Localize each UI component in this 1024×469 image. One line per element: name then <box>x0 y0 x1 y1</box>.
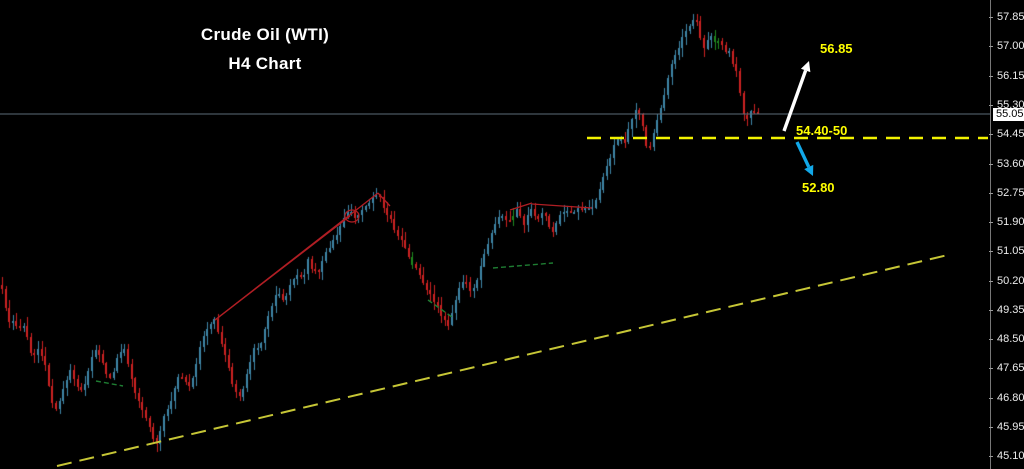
axis-tick-mark <box>989 456 993 457</box>
axis-tick-mark <box>989 134 993 135</box>
axis-tick-mark <box>989 164 993 165</box>
axis-tick-mark <box>989 310 993 311</box>
chart-title-symbol: Crude Oil (WTI) <box>200 25 330 44</box>
axis-tick-mark <box>989 251 993 252</box>
axis-tick-mark <box>989 281 993 282</box>
axis-tick-mark <box>989 76 993 77</box>
axis-tick-label: 53.60 <box>997 158 1024 170</box>
axis-tick-mark <box>989 105 993 106</box>
axis-tick-label: 54.45 <box>997 128 1024 140</box>
axis-tick-label: 52.75 <box>997 187 1024 199</box>
axis-tick-label: 46.80 <box>997 392 1024 404</box>
axis-tick-label: 57.85 <box>997 11 1024 23</box>
current-price-badge: 55.05 <box>993 108 1024 121</box>
axis-tick-mark <box>989 398 993 399</box>
axis-tick-mark <box>989 193 993 194</box>
axis-tick-mark <box>989 339 993 340</box>
price-axis-line <box>990 0 991 469</box>
chart-title: Crude Oil (WTI) H4 Chart <box>140 20 390 78</box>
axis-tick-label: 47.65 <box>997 362 1024 374</box>
axis-tick-label: 49.35 <box>997 304 1024 316</box>
axis-tick-label: 45.10 <box>997 450 1024 462</box>
axis-tick-label: 57.00 <box>997 40 1024 52</box>
resistance-zone-label: 54.40-50 <box>796 123 848 138</box>
axis-tick-mark <box>989 427 993 428</box>
chart-title-timeframe: H4 Chart <box>228 54 302 73</box>
axis-tick-mark <box>989 17 993 18</box>
axis-tick-mark <box>989 46 993 47</box>
axis-tick-label: 51.90 <box>997 216 1024 228</box>
axis-tick-label: 50.20 <box>997 275 1024 287</box>
axis-tick-mark <box>989 368 993 369</box>
axis-tick-label: 56.15 <box>997 70 1024 82</box>
downside-target-label: 52.80 <box>802 180 835 195</box>
axis-tick-label: 45.95 <box>997 421 1024 433</box>
axis-tick-label: 48.50 <box>997 333 1024 345</box>
upside-target-label: 56.85 <box>820 41 853 56</box>
axis-tick-label: 51.05 <box>997 245 1024 257</box>
axis-tick-mark <box>989 222 993 223</box>
